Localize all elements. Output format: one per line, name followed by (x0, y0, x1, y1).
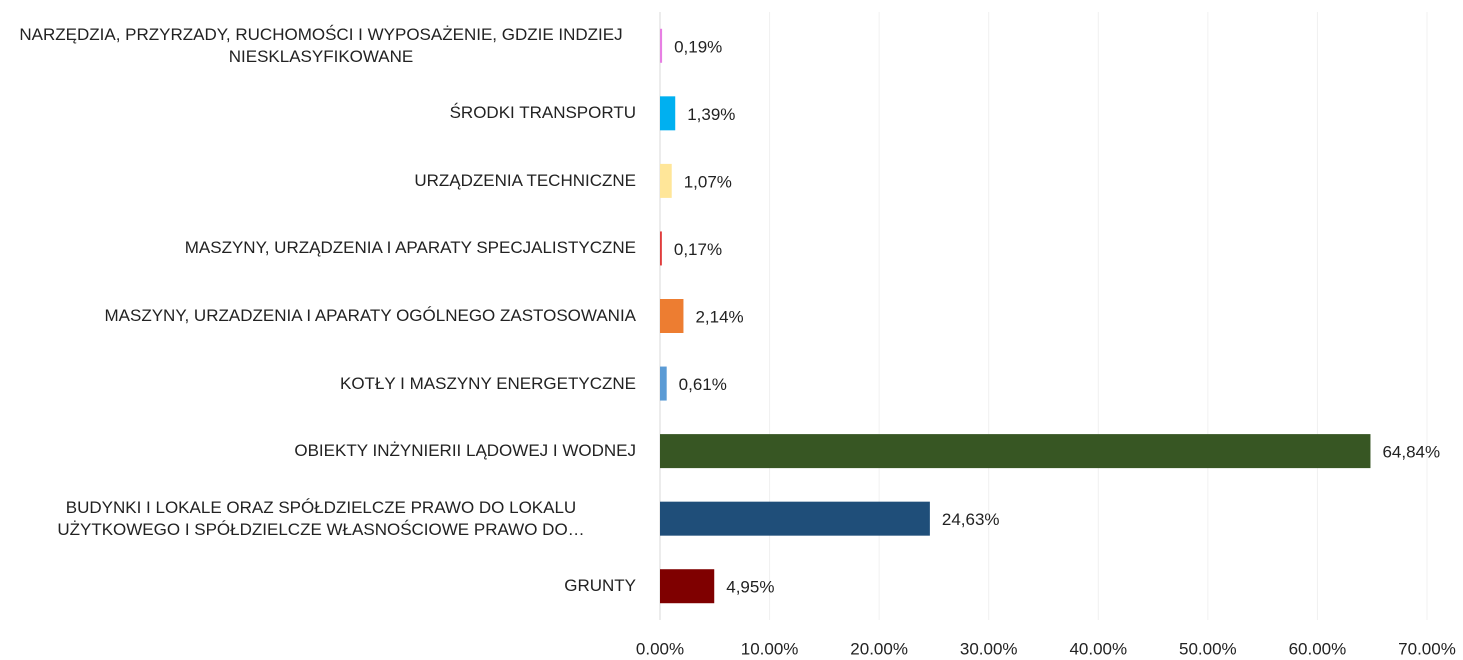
y-tick-label: OBIEKTY INŻYNIERII LĄDOWEJ I WODNEJ (294, 441, 636, 461)
x-tick-label: 10.00% (741, 639, 799, 658)
category-label-box: MASZYNY, URZADZENIA I APARATY OGÓLNEGO Z… (0, 286, 636, 346)
data-label: 4,95% (726, 578, 774, 597)
bar (660, 501, 930, 536)
category-label-box: ŚRODKI TRANSPORTU (0, 83, 636, 143)
x-tick-label: 0.00% (636, 639, 684, 658)
bar (660, 28, 663, 63)
category-label-box: OBIEKTY INŻYNIERII LĄDOWEJ I WODNEJ (0, 421, 636, 481)
y-tick-label: MASZYNY, URZĄDZENIA I APARATY SPECJALIST… (184, 238, 636, 258)
category-label-box: NARZĘDZIA, PRZYRZADY, RUCHOMOŚCI I WYPOS… (0, 16, 636, 76)
data-label: 1,07% (684, 172, 732, 191)
data-label: 0,19% (674, 37, 722, 56)
x-tick-label: 30.00% (960, 639, 1018, 658)
x-tick-label: 40.00% (1069, 639, 1127, 658)
data-label: 2,14% (695, 307, 743, 326)
data-label: 64,84% (1382, 443, 1440, 462)
y-tick-label: KOTŁY I MASZYNY ENERGETYCZNE (340, 373, 636, 393)
y-tick-label: NARZĘDZIA, PRZYRZADY, RUCHOMOŚCI I WYPOS… (19, 24, 623, 66)
bar (660, 434, 1371, 469)
data-label: 1,39% (687, 105, 735, 124)
category-label-box: GRUNTY (0, 556, 636, 616)
x-tick-label: 60.00% (1289, 639, 1347, 658)
data-label: 24,63% (942, 510, 1000, 529)
bar (660, 366, 667, 401)
data-label: 0,61% (679, 375, 727, 394)
bar (660, 163, 672, 198)
bar (660, 299, 684, 333)
x-tick-label: 70.00% (1398, 639, 1456, 658)
bar (660, 231, 662, 266)
y-tick-label: URZĄDZENIA TECHNICZNE (414, 170, 636, 190)
y-tick-label: MASZYNY, URZADZENIA I APARATY OGÓLNEGO Z… (104, 306, 636, 325)
x-tick-label: 50.00% (1179, 639, 1237, 658)
category-label-box: BUDYNKI I LOKALE ORAZ SPÓŁDZIELCZE PRAWO… (0, 489, 636, 549)
y-tick-label: BUDYNKI I LOKALE ORAZ SPÓŁDZIELCZE PRAWO… (57, 497, 585, 539)
y-tick-label: GRUNTY (564, 576, 636, 596)
x-tick-label: 20.00% (850, 639, 908, 658)
data-label: 0,17% (674, 240, 722, 259)
category-label-box: MASZYNY, URZĄDZENIA I APARATY SPECJALIST… (0, 218, 636, 278)
bar (660, 569, 715, 604)
category-label-box: KOTŁY I MASZYNY ENERGETYCZNE (0, 354, 636, 414)
category-label-box: URZĄDZENIA TECHNICZNE (0, 151, 636, 211)
bar (660, 96, 676, 131)
y-tick-label: ŚRODKI TRANSPORTU (449, 103, 636, 123)
